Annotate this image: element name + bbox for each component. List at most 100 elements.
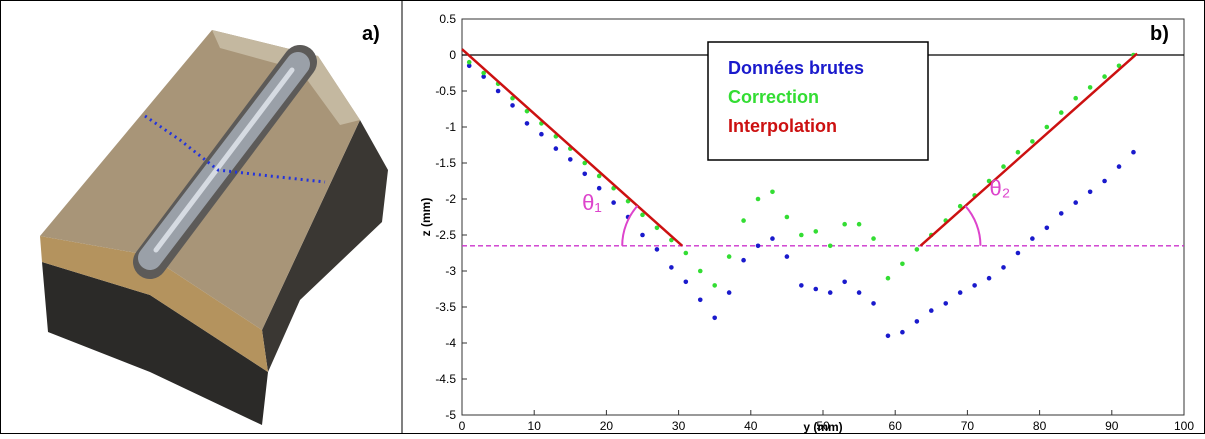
x-tick-label: 60 bbox=[889, 419, 903, 433]
data-point bbox=[582, 160, 588, 166]
data-point bbox=[755, 243, 761, 249]
panel-label: b) bbox=[1150, 23, 1169, 45]
x-tick-label: 70 bbox=[961, 419, 975, 433]
data-point bbox=[914, 319, 920, 324]
data-point bbox=[741, 257, 746, 263]
y-tick-label: -2.5 bbox=[435, 228, 456, 242]
data-point bbox=[640, 212, 645, 218]
x-tick-label: 10 bbox=[528, 419, 542, 433]
data-point bbox=[784, 254, 790, 259]
y-tick-label: -3 bbox=[445, 264, 456, 278]
data-point bbox=[510, 103, 515, 108]
data-point bbox=[1058, 211, 1064, 216]
data-point bbox=[813, 286, 819, 292]
legend-entry: Interpolation bbox=[728, 116, 837, 136]
data-point bbox=[871, 236, 876, 241]
data-point bbox=[726, 254, 732, 259]
data-point bbox=[1116, 164, 1122, 169]
data-point bbox=[697, 268, 703, 274]
data-point bbox=[1015, 149, 1021, 155]
x-tick-label: 30 bbox=[672, 419, 686, 433]
y-tick-label: 0.5 bbox=[439, 12, 456, 26]
x-tick-label: 100 bbox=[1174, 419, 1194, 433]
data-point bbox=[842, 221, 847, 227]
data-point bbox=[654, 225, 660, 231]
data-point bbox=[900, 261, 905, 267]
data-point bbox=[914, 247, 920, 252]
data-point bbox=[770, 236, 775, 241]
angle-label: θ₁ bbox=[582, 190, 602, 215]
y-axis-label: z (mm) bbox=[419, 198, 433, 237]
data-point bbox=[784, 214, 790, 220]
data-point bbox=[539, 131, 544, 137]
angle-arc bbox=[621, 205, 639, 246]
fit-line bbox=[461, 48, 1138, 247]
data-point bbox=[524, 121, 530, 126]
profile-line bbox=[144, 114, 326, 184]
y-tick-label: -4.5 bbox=[435, 372, 456, 386]
data-point bbox=[697, 297, 703, 303]
data-point bbox=[856, 290, 862, 295]
data-point bbox=[813, 229, 819, 234]
data-point bbox=[481, 74, 486, 79]
data-point bbox=[885, 275, 891, 281]
x-axis-label: y (mm) bbox=[803, 420, 842, 434]
data-point bbox=[611, 200, 616, 205]
x-tick-label: 40 bbox=[744, 419, 758, 433]
data-point bbox=[799, 232, 804, 238]
data-point bbox=[900, 329, 905, 335]
data-point bbox=[827, 243, 833, 249]
data-point bbox=[885, 333, 891, 339]
data-point bbox=[1030, 236, 1035, 241]
data-point bbox=[1102, 178, 1107, 184]
data-point bbox=[871, 301, 876, 306]
weld-photo bbox=[40, 30, 388, 425]
chart: 0 10 20 30 40 50 60 70 80 90 100 -5 -4.5 -4 -3.5 -3 -2.5… bbox=[419, 12, 1194, 434]
data-point bbox=[741, 218, 746, 223]
data-point bbox=[466, 59, 472, 65]
data-point bbox=[712, 283, 717, 288]
data-point bbox=[596, 173, 602, 179]
data-point bbox=[770, 189, 775, 195]
angle-label: θ₂ bbox=[989, 175, 1010, 200]
data-point bbox=[495, 88, 501, 94]
base-front bbox=[42, 262, 268, 425]
data-point bbox=[842, 279, 847, 285]
y-tick-label: -1.5 bbox=[435, 156, 456, 170]
data-point bbox=[1001, 265, 1006, 270]
data-point bbox=[1131, 149, 1136, 155]
data-point bbox=[726, 290, 732, 295]
weld-shine bbox=[153, 67, 295, 253]
data-point bbox=[669, 237, 674, 243]
data-point bbox=[943, 301, 949, 306]
data-point bbox=[1001, 164, 1006, 169]
legend-box bbox=[707, 41, 929, 161]
data-point bbox=[1044, 225, 1050, 231]
data-point bbox=[1030, 139, 1035, 144]
data-point bbox=[929, 308, 934, 313]
data-point bbox=[481, 70, 486, 76]
data-point bbox=[827, 290, 833, 295]
data-point bbox=[669, 265, 674, 270]
data-point bbox=[986, 178, 992, 184]
data-point bbox=[1102, 74, 1107, 79]
data-point bbox=[799, 283, 804, 288]
data-point bbox=[1073, 200, 1078, 205]
data-point bbox=[1058, 110, 1064, 115]
panel-label: a) bbox=[362, 23, 380, 45]
data-point bbox=[957, 290, 963, 295]
y-tick-label: -2 bbox=[445, 192, 456, 206]
y-tick-label: -1 bbox=[445, 120, 456, 134]
y-tick-label: -0.5 bbox=[435, 84, 456, 98]
y-tick-label: -4 bbox=[445, 336, 456, 350]
y-tick-label: -5 bbox=[445, 408, 456, 422]
plate-front bbox=[40, 236, 268, 372]
data-point bbox=[712, 315, 717, 321]
data-point bbox=[1087, 189, 1093, 195]
data-point bbox=[596, 185, 602, 191]
x-tick-label: 90 bbox=[1105, 419, 1119, 433]
legend-entry: Données brutes bbox=[728, 58, 864, 78]
y-tick-label: -3.5 bbox=[435, 300, 456, 314]
data-point bbox=[755, 196, 761, 202]
